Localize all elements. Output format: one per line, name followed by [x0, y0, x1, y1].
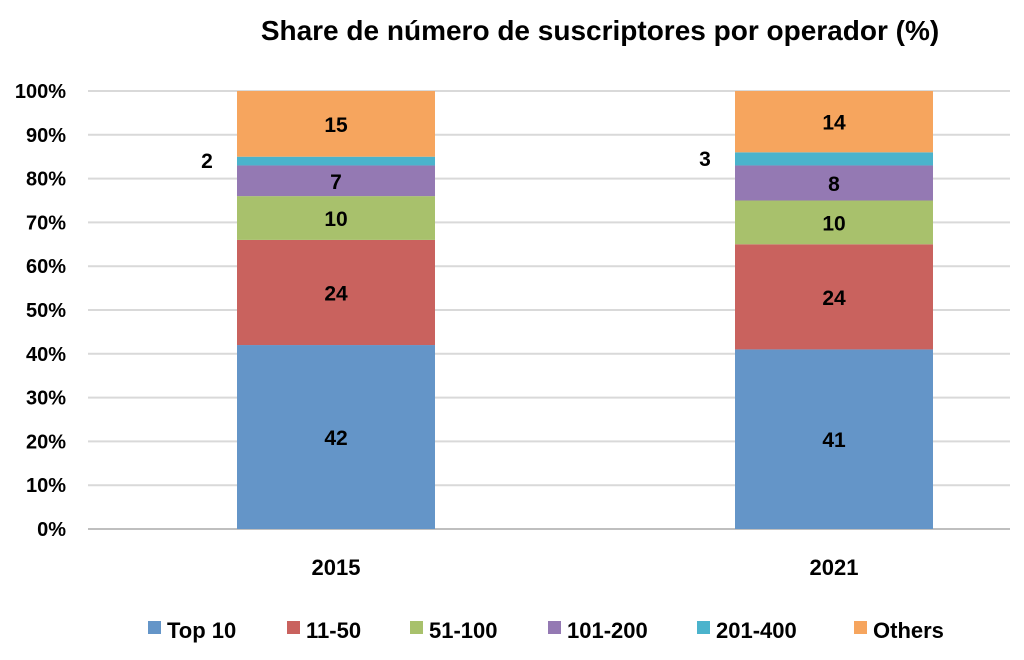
- legend-label: 51-100: [429, 618, 498, 643]
- bar-segment-others-2015: [237, 91, 435, 157]
- data-label: 10: [324, 208, 347, 231]
- x-category-label: 2021: [810, 555, 859, 580]
- y-axis-ticks: 0% 10% 20% 30% 40% 50% 60% 70% 80% 90% 100%: [15, 81, 66, 541]
- bar-segment-201-400-2015: [237, 156, 435, 166]
- bars: [237, 91, 933, 529]
- y-tick-label: 40%: [26, 344, 66, 366]
- legend-label: 201-400: [716, 618, 797, 643]
- data-label: 15: [324, 114, 348, 137]
- y-tick-label: 70%: [26, 212, 66, 234]
- data-label: 24: [324, 282, 348, 305]
- legend-swatch: [697, 621, 710, 634]
- x-axis-categories: 2015 2021: [312, 555, 859, 580]
- y-tick-label: 30%: [26, 388, 66, 410]
- x-category-label: 2015: [312, 555, 361, 580]
- y-tick-label: 10%: [26, 475, 66, 497]
- legend-swatch: [854, 621, 867, 634]
- data-label: 2: [201, 150, 213, 173]
- data-label: 7: [330, 171, 342, 194]
- legend-label: 101-200: [567, 618, 648, 643]
- y-tick-label: 50%: [26, 300, 66, 322]
- legend-swatch: [148, 621, 161, 634]
- bar-segment-51-100-2021: [735, 200, 933, 245]
- bar-segment-201-400-2021: [735, 152, 933, 166]
- bar-segment-11-50-2021: [735, 244, 933, 350]
- y-tick-label: 100%: [15, 81, 66, 103]
- y-tick-label: 20%: [26, 431, 66, 453]
- bar-segment-51-100-2015: [237, 196, 435, 240]
- bar-segment-others-2021: [735, 91, 933, 153]
- data-label: 3: [699, 148, 711, 171]
- legend-label: 11-50: [306, 618, 361, 643]
- legend-label: Others: [873, 618, 944, 643]
- data-labels: 42 24 10 7 2 15 41 24 10 8 3 14: [201, 112, 846, 453]
- bar-segment-101-200-2021: [735, 165, 933, 201]
- y-tick-label: 80%: [26, 169, 66, 191]
- bar-segment-11-50-2015: [237, 239, 435, 346]
- legend-swatch: [287, 621, 300, 634]
- legend-label: Top 10: [167, 618, 236, 643]
- bar-segment-top-10-2015: [237, 345, 435, 529]
- legend-swatch: [548, 621, 561, 634]
- chart-title: Share de número de suscriptores por oper…: [261, 15, 939, 46]
- legend-swatch: [410, 621, 423, 634]
- bar-segment-101-200-2015: [237, 165, 435, 197]
- data-label: 8: [828, 173, 840, 196]
- y-tick-label: 90%: [26, 125, 66, 147]
- data-label: 42: [324, 427, 347, 450]
- bar-segment-top-10-2021: [735, 349, 933, 529]
- y-tick-label: 60%: [26, 256, 66, 278]
- data-label: 24: [822, 287, 846, 310]
- data-label: 41: [822, 429, 846, 452]
- legend: Top 10 11-50 51-100 101-200 201-400 Others: [148, 618, 944, 643]
- data-label: 14: [822, 112, 846, 135]
- y-tick-label: 0%: [37, 519, 66, 541]
- data-label: 10: [822, 212, 845, 235]
